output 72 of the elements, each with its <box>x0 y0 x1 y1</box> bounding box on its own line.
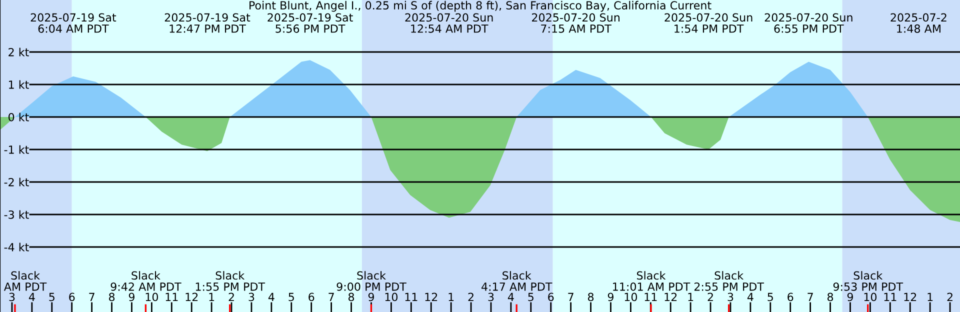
x-tick-label: 2 <box>468 292 474 301</box>
x-tick-label: 12 <box>664 292 677 301</box>
x-tick-label: 1 <box>928 292 933 301</box>
x-tick-label: 11 <box>166 292 178 301</box>
x-tick-label: 8 <box>588 292 594 302</box>
x-tick-label: 11 <box>405 292 418 301</box>
x-tick-label: 9 <box>368 292 374 302</box>
y-tick-label: -3 kt <box>4 210 29 219</box>
ref-line-label: Slack 9:00 PM PDT <box>336 271 406 291</box>
x-tick-label: 3 <box>728 292 734 302</box>
x-tick-label: 1 <box>209 292 214 301</box>
x-tick-label: 4 <box>28 292 35 301</box>
x-tick-label: 9 <box>847 292 853 302</box>
ref-line-label: Slack 9:42 AM PDT <box>110 271 182 291</box>
annotation: 2025-07-2 1:48 AM <box>890 13 946 33</box>
x-tick-label: 9 <box>128 292 134 302</box>
chart-title: Point Blunt, Angel I., 0.25 mi S of (depth 8 ft), San Francisco Bay, California Current <box>250 0 712 12</box>
x-tick-label: 9 <box>608 292 614 302</box>
x-tick-label: 7 <box>808 292 813 301</box>
y-tick-label: 0 kt <box>8 112 29 122</box>
x-tick-label: 7 <box>568 292 574 301</box>
x-tick-label: 11 <box>884 292 896 301</box>
x-tick-label: 6 <box>69 292 75 302</box>
y-tick-label: -1 kt <box>4 145 29 154</box>
x-tick-label: 1 <box>448 292 454 301</box>
ref-line-label: Slack AM PDT <box>4 271 47 291</box>
x-tick-label: 5 <box>528 292 534 302</box>
x-tick-label: 11 <box>644 292 657 301</box>
annotation: 2025-07-20 Sun 1:54 PM PDT <box>664 13 752 33</box>
x-tick-label: 10 <box>385 292 398 302</box>
y-tick-label: -4 kt <box>4 242 29 252</box>
x-tick-label: 6 <box>788 292 794 302</box>
x-tick-label: 4 <box>508 292 514 301</box>
y-tick-label: 1 kt <box>8 80 29 89</box>
annotation: 2025-07-19 Sat 5:56 PM PDT <box>268 13 353 33</box>
x-tick-label: 12 <box>425 292 438 301</box>
x-tick-label: 3 <box>248 292 254 302</box>
y-tick-label: 2 kt <box>8 48 29 56</box>
x-tick-label: 10 <box>624 292 638 302</box>
x-tick-label: 1 <box>688 292 694 301</box>
x-tick-label: 7 <box>328 292 334 301</box>
x-tick-label: 4 <box>747 292 754 301</box>
annotation: 2025-07-20 Sun 7:15 AM PDT <box>532 13 620 33</box>
ref-line-label: Slack 2:55 PM PDT <box>694 271 764 291</box>
x-tick-label: 5 <box>768 292 773 302</box>
x-tick-label: 5 <box>49 292 54 302</box>
annotation: 2025-07-19 Sat 12:47 PM PDT <box>164 13 250 33</box>
x-tick-label: 3 <box>488 292 494 302</box>
x-tick-label: 3 <box>9 292 15 302</box>
x-tick-label: 2 <box>708 292 713 301</box>
x-tick-label: 8 <box>348 292 354 302</box>
x-tick-label: 7 <box>89 292 94 301</box>
annotation: 2025-07-20 Sun 6:55 PM PDT <box>764 13 852 33</box>
ref-line-label: Slack 1:55 PM PDT <box>196 271 266 291</box>
y-tick-label: -2 kt <box>4 178 29 186</box>
x-tick-label: 8 <box>827 292 834 302</box>
x-tick-label: 5 <box>288 292 294 302</box>
x-tick-label: 10 <box>146 292 158 302</box>
x-tick-label: 6 <box>308 292 314 302</box>
annotation: 2025-07-20 Sun 12:54 AM PDT <box>405 13 493 33</box>
ref-line-label: Slack 11:01 AM PDT <box>613 271 690 291</box>
ref-line-label: Slack 4:17 AM PDT <box>482 271 552 291</box>
x-tick-label: 6 <box>548 292 554 302</box>
annotation: 2025-07-19 Sat 6:04 AM PDT <box>30 13 116 33</box>
x-tick-label: 4 <box>268 292 274 301</box>
x-tick-label: 8 <box>108 292 115 302</box>
x-tick-label: 10 <box>864 292 877 302</box>
x-tick-label: 12 <box>904 292 916 301</box>
x-tick-label: 2 <box>228 292 234 301</box>
x-tick-label: 12 <box>186 292 198 301</box>
ref-line-label: Slack 9:53 PM PDT <box>833 271 904 291</box>
x-tick-label: 2 <box>947 292 952 301</box>
